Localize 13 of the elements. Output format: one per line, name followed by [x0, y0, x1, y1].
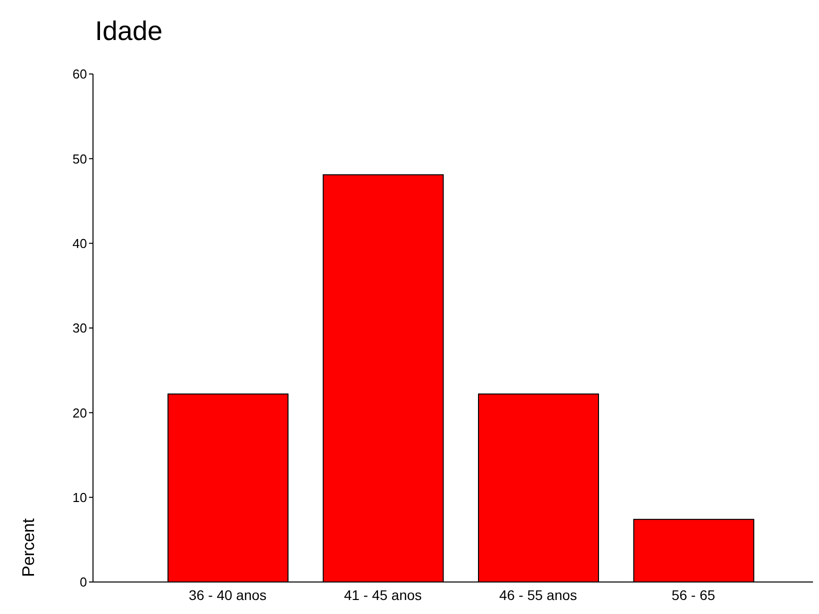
x-tick-label: 36 - 40 anos [188, 586, 267, 603]
y-tick-label: 20 [72, 405, 87, 420]
y-tick-label: 40 [72, 236, 87, 251]
y-tick-label: 10 [72, 490, 87, 505]
y-tick-label: 60 [72, 66, 87, 82]
x-tick-label: 56 - 65 [672, 586, 716, 603]
y-tick-label: 0 [80, 574, 87, 590]
y-tick-label: 30 [72, 320, 87, 336]
chart-title: Idade [95, 16, 163, 47]
y-axis-title: Percent [19, 518, 38, 577]
x-tick-label: 46 - 55 anos [499, 586, 578, 603]
y-tick-label: 50 [72, 151, 87, 166]
x-tick-label: 41 - 45 anos [344, 586, 422, 603]
